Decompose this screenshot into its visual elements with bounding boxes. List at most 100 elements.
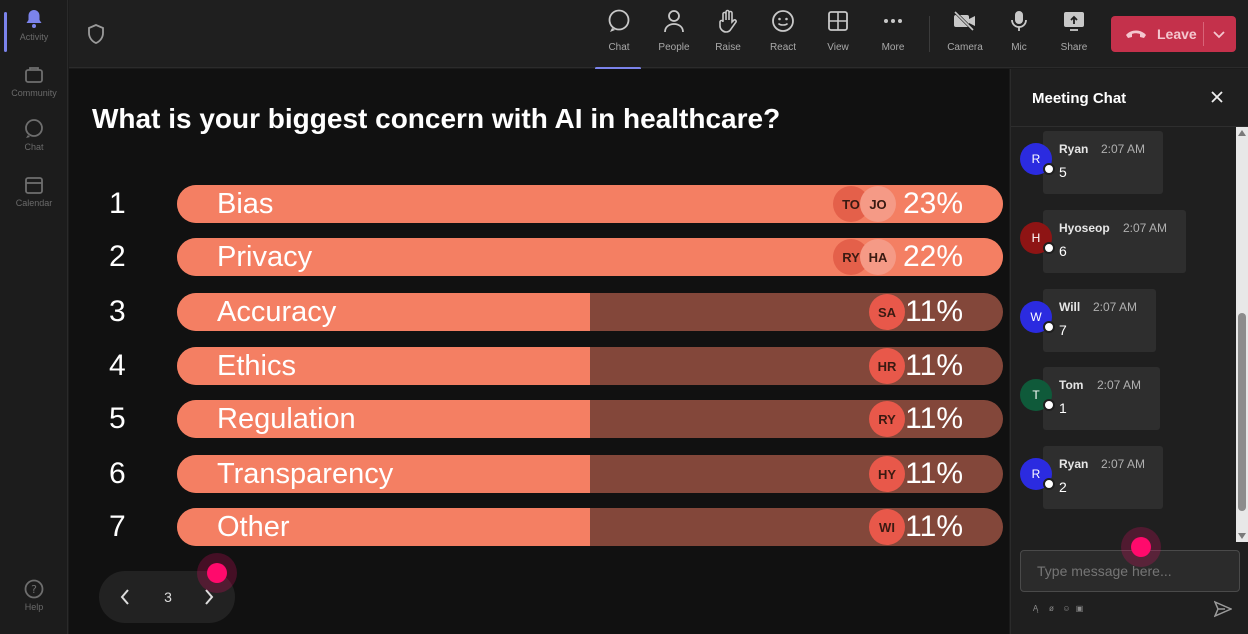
leave-button[interactable]: Leave xyxy=(1111,16,1236,52)
chevron-left-icon[interactable] xyxy=(115,587,135,607)
community-icon xyxy=(23,64,45,86)
chat-title: Meeting Chat xyxy=(1032,90,1127,107)
poll-option-row: 1 Bias TO JO 23% xyxy=(69,185,1009,223)
meeting-chat-panel: Meeting Chat Ryan 2:07 AM 5 R Hyoseop 2:07 AM… xyxy=(1010,69,1248,634)
pointer-highlight xyxy=(1131,537,1151,557)
page-number: 3 xyxy=(164,589,172,605)
send-icon[interactable] xyxy=(1213,600,1233,618)
rail-label-help: Help xyxy=(24,602,44,612)
message-time: 2:07 AM xyxy=(1101,142,1146,156)
toolbar-raise-button[interactable]: Raise xyxy=(702,8,754,64)
message-sender: Ryan xyxy=(1059,142,1089,156)
option-percent: 11% xyxy=(905,349,963,382)
microphone-icon xyxy=(1006,8,1032,34)
message-sender: Ryan xyxy=(1059,457,1089,471)
toolbar-react-button[interactable]: React xyxy=(757,8,809,64)
scroll-thumb[interactable] xyxy=(1238,313,1246,511)
option-label: Accuracy xyxy=(217,296,337,328)
message-sender: Will xyxy=(1059,300,1081,314)
chat-message[interactable]: Ryan 2:07 AM 2 R xyxy=(1011,446,1231,510)
toolbar-share-button[interactable]: Share xyxy=(1048,8,1100,64)
message-bubble: Ryan 2:07 AM 2 xyxy=(1043,446,1163,509)
toolbar-people-label: People xyxy=(658,42,690,53)
rail-label-calendar: Calendar xyxy=(15,198,53,208)
chat-header: Meeting Chat xyxy=(1011,69,1248,127)
option-bar[interactable]: Privacy RY HA 22% xyxy=(177,238,1003,276)
chat-message-input[interactable] xyxy=(1020,550,1240,592)
leave-divider xyxy=(1203,22,1204,46)
grid-view-icon xyxy=(825,8,851,34)
option-percent: 23% xyxy=(902,187,963,220)
rail-item-chat[interactable]: Chat xyxy=(0,118,68,170)
poll-option-row: 2 Privacy RY HA 22% xyxy=(69,238,1009,276)
rail-item-help[interactable]: ? Help xyxy=(0,578,68,630)
option-rank: 2 xyxy=(109,240,126,273)
close-icon[interactable] xyxy=(1209,89,1225,105)
help-icon: ? xyxy=(23,578,45,600)
scroll-down-icon[interactable] xyxy=(1238,533,1246,539)
option-percent: 22% xyxy=(902,240,963,273)
option-rank: 3 xyxy=(109,295,126,328)
rail-item-community[interactable]: Community xyxy=(0,64,68,116)
chat-message[interactable]: Will 2:07 AM 7 W xyxy=(1011,289,1231,353)
option-bar-fill xyxy=(177,347,590,385)
message-sender: Hyoseop xyxy=(1059,221,1110,235)
option-label: Transparency xyxy=(217,458,394,490)
option-bar-fill xyxy=(177,400,590,438)
presence-dot xyxy=(1043,399,1055,411)
message-sender: Tom xyxy=(1059,378,1084,392)
rail-item-calendar[interactable]: Calendar xyxy=(0,174,68,226)
more-icon xyxy=(880,8,906,34)
chat-message[interactable]: Ryan 2:07 AM 5 R xyxy=(1011,131,1231,195)
option-label: Other xyxy=(217,511,290,543)
emoji-icon[interactable]: ☺ xyxy=(1062,604,1071,613)
toolbar-view-label: View xyxy=(827,42,849,53)
format-text-icon[interactable]: Ą xyxy=(1032,604,1039,613)
option-label: Ethics xyxy=(217,350,296,382)
scroll-up-icon[interactable] xyxy=(1238,130,1246,136)
option-bar[interactable]: Regulation RY 11% xyxy=(177,400,1003,438)
voter-avatar: JO xyxy=(860,186,896,222)
toolbar-more-label: More xyxy=(881,42,905,53)
option-label: Bias xyxy=(217,188,274,220)
option-rank: 7 xyxy=(109,510,126,543)
message-time: 2:07 AM xyxy=(1093,300,1138,314)
toolbar-view-button[interactable]: View xyxy=(812,8,864,64)
message-time: 2:07 AM xyxy=(1101,457,1146,471)
toolbar-camera-button[interactable]: Camera xyxy=(939,8,991,64)
option-bar[interactable]: Accuracy SA 11% xyxy=(177,293,1003,331)
chevron-down-icon[interactable] xyxy=(1211,26,1227,42)
toolbar-more-button[interactable]: More xyxy=(867,8,919,64)
option-bar[interactable]: Other WI 11% xyxy=(177,508,1003,546)
option-bar[interactable]: Transparency HY 11% xyxy=(177,455,1003,493)
option-rank: 4 xyxy=(109,349,126,382)
chevron-right-icon[interactable] xyxy=(199,587,219,607)
attach-icon[interactable]: ø xyxy=(1049,604,1054,613)
message-bubble: Ryan 2:07 AM 5 xyxy=(1043,131,1163,194)
voter-avatar: HR xyxy=(869,348,905,384)
poll-option-row: 5 Regulation RY 11% xyxy=(69,400,1009,438)
option-bar[interactable]: Ethics HR 11% xyxy=(177,347,1003,385)
rail-item-activity[interactable]: Activity xyxy=(0,8,68,60)
pointer-highlight xyxy=(207,563,227,583)
toolbar-camera-label: Camera xyxy=(947,42,983,53)
chat-message[interactable]: Hyoseop 2:07 AM 6 H xyxy=(1011,210,1231,274)
chat-message[interactable]: Tom 2:07 AM 1 T xyxy=(1011,367,1231,431)
shield-icon[interactable] xyxy=(87,24,105,44)
option-bar[interactable]: Bias TO JO 23% xyxy=(177,185,1003,223)
rail-label-activity: Activity xyxy=(19,32,49,42)
poll-option-row: 3 Accuracy SA 11% xyxy=(69,293,1009,331)
chat-scrollbar[interactable] xyxy=(1236,127,1248,542)
option-bar-fill xyxy=(177,293,590,331)
presence-dot xyxy=(1043,478,1055,490)
message-bubble: Will 2:07 AM 7 xyxy=(1043,289,1156,352)
toolbar-mic-button[interactable]: Mic xyxy=(993,8,1045,64)
option-rank: 1 xyxy=(109,187,126,220)
toolbar-people-button[interactable]: People xyxy=(648,8,700,64)
toolbar-chat-button[interactable]: Chat xyxy=(593,8,645,70)
people-icon xyxy=(661,8,687,34)
rail-label-community: Community xyxy=(11,88,57,98)
gif-icon[interactable]: ▣ xyxy=(1075,604,1084,613)
share-screen-icon xyxy=(1061,8,1087,34)
